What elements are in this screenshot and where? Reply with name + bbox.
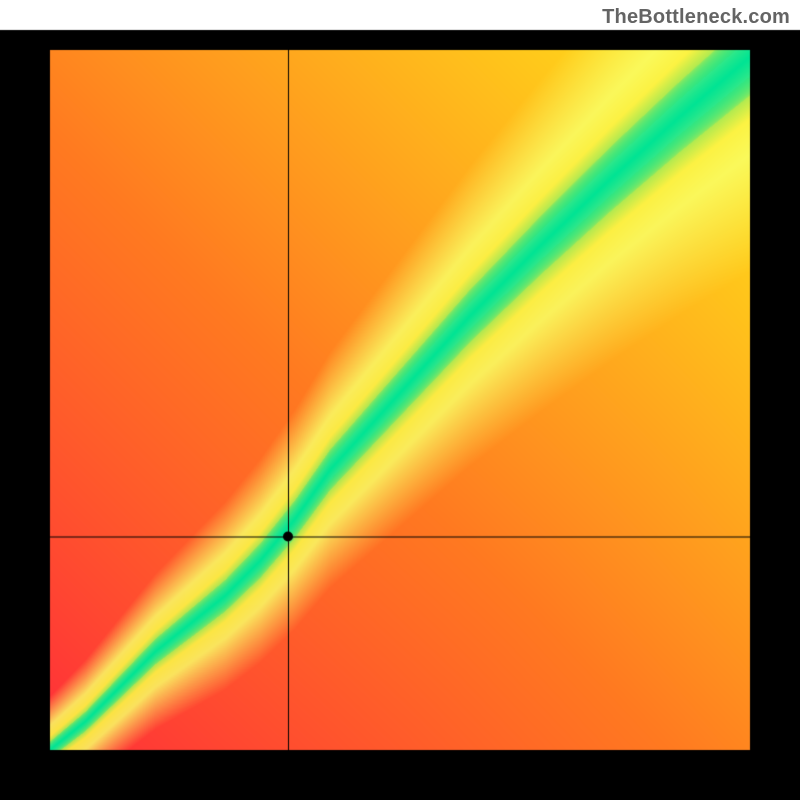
attribution-text: TheBottleneck.com (602, 6, 790, 29)
chart-container: { "attribution": "TheBottleneck.com", "c… (0, 0, 800, 800)
bottleneck-heatmap (0, 0, 800, 800)
